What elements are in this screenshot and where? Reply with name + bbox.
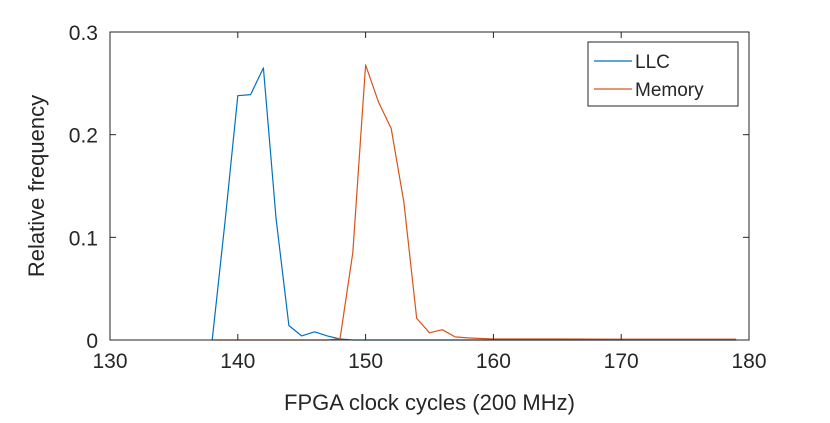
x-tick-label: 180 — [731, 350, 766, 373]
legend-label-memory: Memory — [635, 80, 704, 101]
tick-layer: 130 140 150 160 170 180 0 0.1 0.2 0.3 — [69, 22, 767, 373]
y-axis-label: Relative frequency — [24, 95, 49, 277]
series-line-memory — [212, 64, 737, 341]
y-tick-label: 0.1 — [69, 227, 98, 250]
y-tick-label: 0.2 — [69, 125, 98, 148]
x-axis-label: FPGA clock cycles (200 MHz) — [284, 390, 575, 415]
y-tick-label: 0.3 — [69, 22, 98, 45]
x-tick-label: 130 — [92, 350, 127, 373]
y-tick-label: 0 — [86, 330, 98, 353]
x-tick-label: 140 — [220, 350, 255, 373]
legend-label-llc: LLC — [635, 52, 670, 73]
series-line-llc — [211, 67, 737, 341]
x-tick-label: 170 — [604, 350, 639, 373]
x-tick-label: 150 — [348, 350, 383, 373]
legend: LLC Memory — [587, 41, 739, 107]
legend-box — [587, 41, 739, 107]
x-tick-label: 160 — [476, 350, 511, 373]
plot-frame — [109, 31, 750, 341]
